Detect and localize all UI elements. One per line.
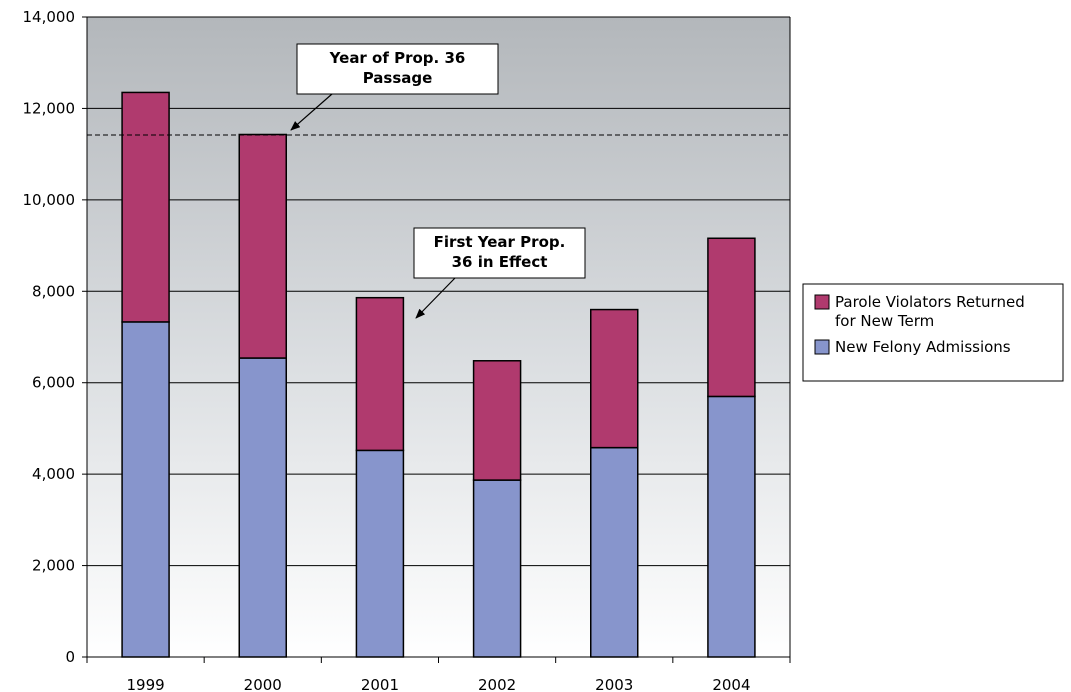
legend-label: for New Term xyxy=(835,312,934,330)
annotations: Year of Prop. 36 Passage First Year Prop. 3… xyxy=(290,43,586,319)
x-tick-label: 2001 xyxy=(361,676,399,692)
bar-segment-felony xyxy=(472,479,522,658)
callout-box xyxy=(296,43,499,95)
y-tick-label: 12,000 xyxy=(23,99,76,117)
legend-label: New Felony Admissions xyxy=(835,338,1011,356)
bar-segment-felony xyxy=(355,449,405,658)
bar-segment-parole xyxy=(707,237,756,398)
y-tick-label: 8,000 xyxy=(32,282,75,300)
callout-text: Year of Prop. 36 xyxy=(329,49,466,67)
bar-segment-parole xyxy=(238,133,287,359)
legend-box xyxy=(802,283,1064,382)
x-tick-label: 1999 xyxy=(126,676,164,692)
callout-arrow xyxy=(290,93,333,131)
bar-segment-parole xyxy=(472,360,522,481)
callout-text: First Year Prop. xyxy=(434,233,566,251)
gridlines xyxy=(87,16,790,567)
bars xyxy=(121,91,756,658)
bar-segment-parole xyxy=(355,296,405,452)
plot-area xyxy=(87,17,790,657)
y-tick-label: 0 xyxy=(65,648,75,666)
axes: 0 2,000 4,000 6,000 8,000 10,000 12,000 14,000 1… xyxy=(23,8,791,692)
legend-label: Parole Violators Returned xyxy=(835,293,1025,311)
bar-segment-felony xyxy=(707,395,756,658)
x-tick-label: 2002 xyxy=(478,676,516,692)
y-tick-label: 10,000 xyxy=(23,191,76,209)
bar-segment-felony xyxy=(121,321,170,658)
bar-segment-parole xyxy=(121,91,170,323)
callout-text: 36 in Effect xyxy=(452,253,548,271)
callout-box xyxy=(413,227,586,279)
bar-segment-felony xyxy=(238,357,287,658)
legend-swatch xyxy=(814,339,830,355)
bar-segment-felony xyxy=(590,446,639,658)
bar-segment-parole xyxy=(590,308,639,449)
callout-text: Passage xyxy=(363,69,433,87)
x-tick-label: 2003 xyxy=(595,676,633,692)
callout-arrow xyxy=(415,277,456,319)
x-tick-label: 2004 xyxy=(712,676,750,692)
x-tick-label: 2000 xyxy=(244,676,282,692)
y-tick-label: 4,000 xyxy=(32,465,75,483)
y-tick-label: 6,000 xyxy=(32,374,75,392)
y-tick-label: 2,000 xyxy=(32,557,75,575)
legend-swatch xyxy=(814,294,830,310)
y-tick-label: 14,000 xyxy=(23,8,76,26)
